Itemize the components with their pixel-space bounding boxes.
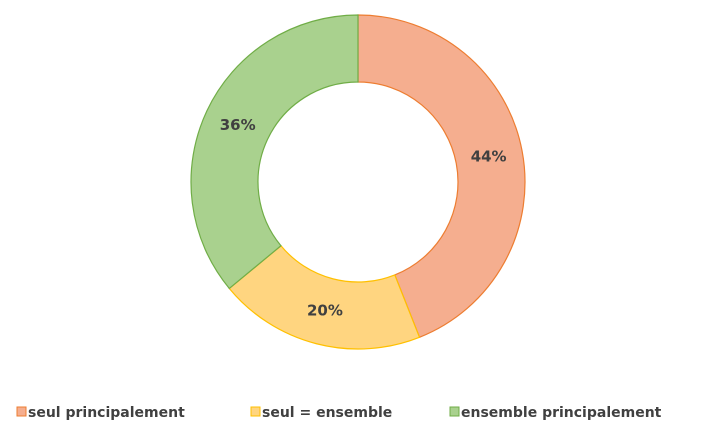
data-label: 44% — [471, 148, 507, 166]
legend-swatch — [250, 406, 261, 417]
donut-segment — [190, 14, 359, 290]
data-label: 36% — [220, 116, 256, 134]
legend-swatch — [449, 406, 460, 417]
legend-label: ensemble principalement — [461, 405, 662, 421]
donut-segment — [357, 14, 526, 339]
legend-swatch — [16, 406, 27, 417]
legend-label: seul principalement — [28, 405, 185, 421]
data-label: 20% — [307, 301, 343, 319]
legend-label: seul = ensemble — [262, 405, 392, 421]
